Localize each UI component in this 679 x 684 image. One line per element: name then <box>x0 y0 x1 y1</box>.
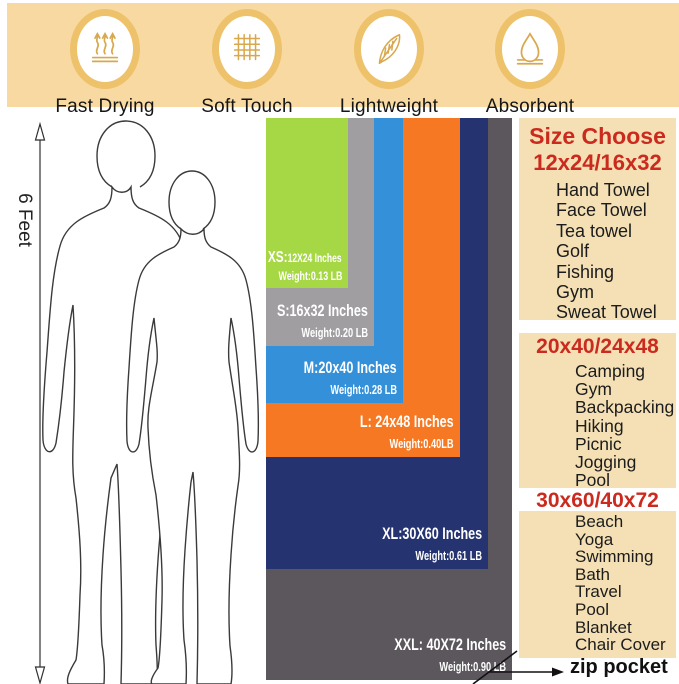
list-item: Tea towel <box>556 220 633 241</box>
list-item: Swimming <box>575 547 654 567</box>
weight-label: Weight:0.90 LB <box>439 660 506 674</box>
size-label: L: 24x48 Inches <box>360 412 454 431</box>
list-item: Travel <box>575 582 622 602</box>
size-label: XXL: 40X72 Inches <box>394 635 506 654</box>
list-item: Chair Cover <box>575 635 666 655</box>
list-item: Backpacking <box>575 397 675 418</box>
list-item: Sweat Towel <box>556 302 657 323</box>
list-item: Hiking <box>575 415 624 436</box>
zip-pocket-callout-arrow <box>472 650 564 684</box>
droplet-icon <box>495 9 565 89</box>
size-label: S:16x32 Inches <box>277 301 368 320</box>
size-guide-title: Size Choose <box>529 123 666 149</box>
list-item: Bath <box>575 564 610 584</box>
zip-pocket-label: zip pocket <box>570 656 668 678</box>
feature-soft-touch: Soft Touch <box>182 9 312 118</box>
feature-lightweight: Lightweight <box>324 9 454 118</box>
weight-label: Weight:0.13 LB <box>278 269 342 283</box>
size-group-items: Hand Towel Face Towel Tea towel Golf Fis… <box>519 180 676 323</box>
height-label: 6 Feet <box>14 193 35 247</box>
feature-label: Lightweight <box>339 96 439 117</box>
height-arrow <box>34 121 46 684</box>
size-group-items: Beach Yoga Swimming Bath Travel Pool Bla… <box>519 513 676 654</box>
weight-label: Weight:0.40LB <box>389 437 454 451</box>
list-item: Picnic <box>575 433 622 454</box>
steam-icon <box>70 9 140 89</box>
size-group-heading: 12x24/16x32 <box>533 150 662 175</box>
weight-label: Weight:0.20 LB <box>301 326 368 340</box>
size-label: XL:30X60 Inches <box>382 524 482 543</box>
size-group-heading: 30x60/40x72 <box>536 489 659 512</box>
size-guide-box-3: Beach Yoga Swimming Bath Travel Pool Bla… <box>519 511 676 658</box>
list-item: Blanket <box>575 617 632 637</box>
size-guide-box-1: Size Choose 12x24/16x32 Hand Towel Face … <box>519 118 676 323</box>
size-group-items: Camping Gym Backpacking Hiking Picnic Jo… <box>519 361 676 491</box>
list-item: Gym <box>556 282 594 303</box>
list-item: Fishing <box>556 261 615 282</box>
size-guide-box-2: 20x40/24x48 Camping Gym Backpacking Hiki… <box>519 333 676 491</box>
list-item: Pool <box>575 599 610 619</box>
list-item: Pool <box>575 470 611 491</box>
list-item: Jogging <box>575 452 637 473</box>
weight-label: Weight:0.28 LB <box>330 383 397 397</box>
feature-banner: Fast Drying Soft Touch Lightweight <box>7 3 679 117</box>
feature-fast-drying: Fast Drying <box>40 9 170 118</box>
weight-label: Weight:0.61 LB <box>415 549 482 563</box>
weave-icon <box>212 9 282 89</box>
feature-label: Soft Touch <box>201 96 293 117</box>
list-item: Camping <box>575 361 646 381</box>
feature-label: Fast Drying <box>55 96 155 117</box>
list-item: Hand Towel <box>556 180 650 200</box>
list-item: Golf <box>556 241 590 262</box>
feature-label: Absorbent <box>485 96 575 117</box>
list-item: Beach <box>575 512 624 531</box>
list-item: Yoga <box>575 529 614 549</box>
list-item: Face Towel <box>556 200 647 221</box>
towel-rect-xs: XS:12X24 Inches Weight:0.13 LB <box>266 118 348 288</box>
size-label: M:20x40 Inches <box>303 358 397 377</box>
size-label: XS:12X24 Inches <box>268 249 342 266</box>
size-group-heading: 20x40/24x48 <box>536 335 659 358</box>
feather-icon <box>354 9 424 89</box>
woman-outline <box>125 170 260 684</box>
feature-absorbent: Absorbent <box>465 9 595 118</box>
list-item: Gym <box>575 379 612 400</box>
